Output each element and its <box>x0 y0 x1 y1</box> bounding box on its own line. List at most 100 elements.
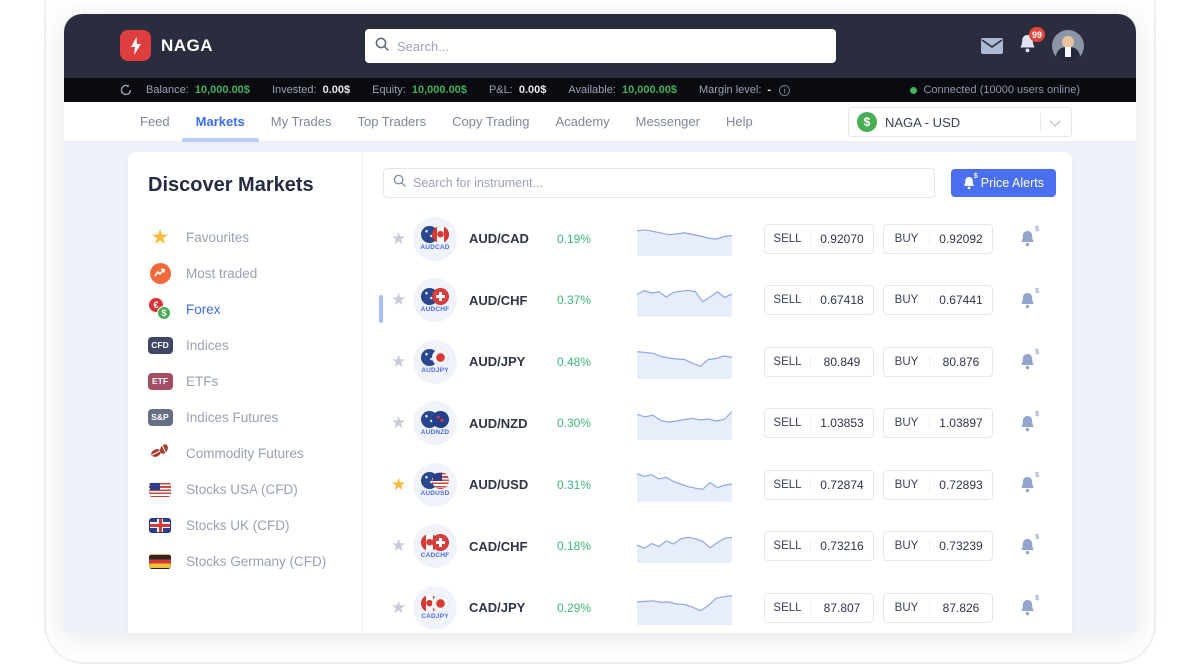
sell-button[interactable]: SELL 0.67418 <box>764 285 874 316</box>
sidebar-item-stocks-uk-cfd[interactable]: Stocks UK (CFD) <box>148 507 362 543</box>
nav-tab-my-trades[interactable]: My Trades <box>270 114 332 129</box>
market-row[interactable]: ★ AUDJPY AUD/JPY 0.48% SELL 80.849 BUY 8… <box>383 331 1056 393</box>
markets-sidebar: Discover Markets ★ Favourites Most trade… <box>128 152 383 633</box>
sidebar-item-label: Most traded <box>186 265 258 281</box>
price-alerts-button[interactable]: $ Price Alerts <box>950 169 1056 197</box>
nav-tab-top-traders[interactable]: Top Traders <box>357 114 427 129</box>
favourite-star-icon[interactable]: ★ <box>391 351 407 371</box>
pair-name: AUD/CAD <box>469 231 529 247</box>
price-alert-bell-icon[interactable]: $ <box>1020 534 1039 555</box>
nav-tab-help[interactable]: Help <box>725 114 753 129</box>
refresh-icon[interactable] <box>120 84 132 96</box>
pair-icon: AUDUSD <box>413 462 457 507</box>
favourite-star-icon[interactable]: ★ <box>391 597 407 617</box>
top-navbar: NAGA 99 <box>64 14 1136 78</box>
pair-change-percent: 0.30% <box>557 416 592 431</box>
price-alert-bell-icon[interactable]: $ <box>1020 595 1039 616</box>
pair-icon: CADCHF <box>413 524 457 569</box>
pair-change-percent: 0.37% <box>557 293 592 308</box>
status-label: Available: <box>568 84 616 96</box>
sell-button[interactable]: SELL 0.72874 <box>764 469 874 500</box>
price-alert-bell-icon[interactable]: $ <box>1020 472 1039 493</box>
content-area: Discover Markets ★ Favourites Most trade… <box>64 142 1136 633</box>
sidebar-item-etfs[interactable]: ETF ETFs <box>147 363 362 399</box>
favourite-star-icon[interactable]: ★ <box>391 228 407 248</box>
instrument-search-input[interactable] <box>413 176 925 190</box>
brand-logo[interactable]: NAGA <box>120 30 213 61</box>
status-value: 10,000.00$ <box>408 84 467 96</box>
buy-button[interactable]: BUY 80.876 <box>883 346 993 377</box>
chevron-down-icon <box>1049 114 1061 127</box>
user-avatar[interactable] <box>1052 30 1084 62</box>
nav-tab-academy[interactable]: Academy <box>555 114 610 129</box>
sell-button[interactable]: SELL 1.03853 <box>764 408 874 439</box>
status-value: 10,000.00$ <box>191 84 250 96</box>
sidebar-item-most-traded[interactable]: Most traded <box>148 255 362 291</box>
sell-label: SELL <box>765 417 811 430</box>
market-row[interactable]: ★ AUDCAD AUD/CAD 0.19% SELL 0.92070 BUY … <box>383 208 1056 270</box>
sidebar-item-favourites[interactable]: ★ Favourites <box>148 219 362 255</box>
sidebar-item-label: Favourites <box>186 229 250 245</box>
flag-uk-icon <box>148 517 172 533</box>
info-icon[interactable]: i <box>779 85 791 96</box>
price-alert-bell-icon[interactable]: $ <box>1020 226 1039 247</box>
sparkline-chart <box>636 527 733 565</box>
sell-button[interactable]: SELL 80.849 <box>764 346 874 377</box>
nav-tab-copy-trading[interactable]: Copy Trading <box>452 114 530 129</box>
buy-button[interactable]: BUY 1.03897 <box>883 408 993 439</box>
price-alert-bell-icon[interactable]: $ <box>1020 411 1039 432</box>
buy-button[interactable]: BUY 0.92092 <box>883 223 993 254</box>
sell-label: SELL <box>765 601 811 614</box>
nav-tab-markets[interactable]: Markets <box>181 102 259 142</box>
global-search-input[interactable] <box>397 38 826 54</box>
buy-button[interactable]: BUY 0.72893 <box>883 469 993 500</box>
buy-price: 0.92092 <box>939 231 983 246</box>
buy-label: BUY <box>884 294 930 307</box>
sidebar-item-indices-futures[interactable]: S&P Indices Futures <box>147 399 362 435</box>
naga-logo-icon <box>120 30 151 61</box>
search-icon <box>375 37 389 56</box>
sell-button[interactable]: SELL 0.73216 <box>764 531 874 562</box>
pair-code: AUDCAD <box>420 244 450 252</box>
pair-icon: AUDJPY <box>413 339 457 384</box>
account-selector-dropdown[interactable]: $ NAGA - USD <box>848 107 1072 137</box>
sell-price: 0.92070 <box>820 231 864 246</box>
pair-name: CAD/CHF <box>469 538 528 554</box>
sidebar-item-commodity-futures[interactable]: Commodity Futures <box>148 435 362 471</box>
favourite-star-icon[interactable]: ★ <box>391 413 407 433</box>
sell-button[interactable]: SELL 0.92070 <box>764 223 874 254</box>
sell-button[interactable]: SELL 87.807 <box>764 592 874 623</box>
divider <box>1040 113 1041 131</box>
buy-label: BUY <box>884 355 930 368</box>
account-selector-label: NAGA - USD <box>885 114 961 130</box>
favourite-star-icon[interactable]: ★ <box>391 290 407 310</box>
buy-button[interactable]: BUY 0.67441 <box>883 285 993 316</box>
buy-button[interactable]: BUY 0.73239 <box>883 531 993 562</box>
notifications-bell-icon[interactable]: 99 <box>1019 27 1045 58</box>
sidebar-item-stocks-germany-cfd[interactable]: Stocks Germany (CFD) <box>148 543 362 579</box>
market-row[interactable]: ★ AUDNZD AUD/NZD 0.30% SELL 1.03853 BUY … <box>383 393 1056 455</box>
etf-badge-icon: ETF <box>147 372 173 390</box>
sidebar-item-indices[interactable]: CFD Indices <box>147 327 362 363</box>
market-row[interactable]: ★ AUDUSD AUD/USD 0.31% SELL 0.72874 BUY … <box>383 454 1056 516</box>
messages-envelope-icon[interactable] <box>981 38 1003 54</box>
nav-tab-messenger[interactable]: Messenger <box>635 114 700 129</box>
market-row[interactable]: ★ CADJPY CAD/JPY 0.29% SELL 87.807 BUY 8… <box>383 577 1056 633</box>
favourite-star-icon[interactable]: ★ <box>391 536 407 556</box>
pair-change-percent: 0.31% <box>557 477 592 492</box>
market-row[interactable]: ★ AUDCHF AUD/CHF 0.37% SELL 0.67418 BUY … <box>383 270 1056 332</box>
buy-button[interactable]: BUY 87.826 <box>883 592 993 623</box>
pair-name: AUD/JPY <box>469 354 526 370</box>
favourite-star-icon[interactable]: ★ <box>391 474 407 494</box>
buy-label: BUY <box>884 601 930 614</box>
flag-us-icon <box>149 481 171 497</box>
sell-label: SELL <box>765 540 811 553</box>
sidebar-item-stocks-usa-cfd[interactable]: Stocks USA (CFD) <box>148 471 362 507</box>
sell-price: 87.807 <box>823 600 861 615</box>
price-alert-bell-icon[interactable]: $ <box>1020 349 1039 370</box>
price-alert-bell-icon[interactable]: $ <box>1020 288 1039 309</box>
market-row[interactable]: ★ CADCHF CAD/CHF 0.18% SELL 0.73216 BUY … <box>383 516 1056 578</box>
nav-tab-feed[interactable]: Feed <box>140 114 170 129</box>
sidebar-item-forex[interactable]: € $ Forex <box>148 291 383 327</box>
sidebar-item-label: Indices <box>186 337 229 353</box>
